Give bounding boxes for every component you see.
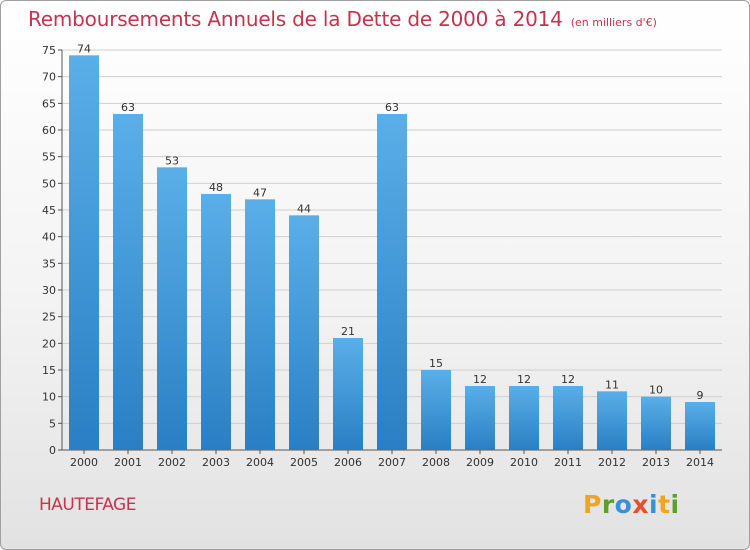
y-tick-label: 5	[49, 417, 56, 430]
data-label-2004: 47	[253, 186, 267, 199]
logo-letter: P	[583, 490, 602, 519]
x-tick-label-2005: 2005	[290, 456, 318, 469]
bar-2000	[69, 55, 99, 450]
x-tick-labels: 2000 2001 2002 2003 2004 2005 2006 2007 2008 2009…	[70, 450, 714, 469]
bar-2006	[333, 338, 363, 450]
bar-2002	[157, 167, 187, 451]
y-tick-label: 70	[42, 71, 56, 84]
y-tick-label: 60	[42, 124, 56, 137]
bar-2011	[553, 386, 583, 450]
x-tick-label-2013: 2013	[642, 456, 670, 469]
x-tick-label-2014: 2014	[686, 456, 714, 469]
y-tick-label: 20	[42, 337, 56, 350]
data-label-2011: 12	[561, 373, 575, 386]
y-tick-label: 0	[49, 444, 56, 457]
bar-2004	[245, 199, 275, 450]
bar-2014	[685, 402, 715, 450]
x-tick-label-2008: 2008	[422, 456, 450, 469]
data-label-2007: 63	[385, 101, 399, 114]
data-label-2000: 74	[77, 42, 91, 55]
y-tick-label: 35	[42, 257, 56, 270]
data-label-2008: 15	[429, 357, 443, 370]
data-label-2009: 12	[473, 373, 487, 386]
proxiti-logo: Proxiti	[583, 490, 680, 519]
y-tick-label: 50	[42, 177, 56, 190]
bar-2012	[597, 391, 627, 450]
data-label-2001: 63	[121, 101, 135, 114]
chart-title-block: Remboursements Annuels de la Dette de 20…	[28, 7, 657, 31]
y-tick-label: 65	[42, 97, 56, 110]
y-tick-label: 40	[42, 231, 56, 244]
data-labels: 74 63 53 48 47 44 21 63 15 12 12 12 11 10 9	[77, 42, 704, 402]
y-tick-label: 30	[42, 284, 56, 297]
logo-letter: t	[658, 490, 671, 519]
logo-letter: i	[649, 490, 659, 519]
logo-letter: o	[614, 490, 633, 519]
bar-2009	[465, 386, 495, 450]
data-label-2012: 11	[605, 378, 619, 391]
x-tick-label-2012: 2012	[598, 456, 626, 469]
x-tick-label-2011: 2011	[554, 456, 582, 469]
bar-2001	[113, 114, 143, 450]
bar-2003	[201, 194, 231, 450]
y-tick-label: 25	[42, 311, 56, 324]
logo-letter: r	[601, 490, 615, 519]
y-tick-label: 45	[42, 204, 56, 217]
x-tick-label-2003: 2003	[202, 456, 230, 469]
x-tick-label-2009: 2009	[466, 456, 494, 469]
logo-letter: i	[670, 490, 680, 519]
x-tick-label-2000: 2000	[70, 456, 98, 469]
bar-2008	[421, 370, 451, 450]
bar-2005	[289, 215, 319, 450]
bar-2007	[377, 114, 407, 450]
chart-subtitle: (en milliers d'€)	[570, 16, 657, 29]
commune-name: HAUTEFAGE	[39, 495, 136, 515]
y-tick-label: 75	[42, 44, 56, 57]
x-tick-label-2010: 2010	[510, 456, 538, 469]
data-label-2003: 48	[209, 181, 223, 194]
y-tick-label: 10	[42, 391, 56, 404]
data-label-2014: 9	[697, 389, 704, 402]
y-tick-label: 55	[42, 151, 56, 164]
bar-2010	[509, 386, 539, 450]
data-label-2010: 12	[517, 373, 531, 386]
y-tick-label: 15	[42, 364, 56, 377]
x-tick-label-2002: 2002	[158, 456, 186, 469]
x-tick-label-2004: 2004	[246, 456, 274, 469]
chart-title: Remboursements Annuels de la Dette de 20…	[28, 7, 563, 31]
data-label-2002: 53	[165, 154, 179, 167]
data-label-2006: 21	[341, 325, 355, 338]
data-label-2013: 10	[649, 384, 663, 397]
x-tick-label-2001: 2001	[114, 456, 142, 469]
logo-letter: x	[632, 490, 649, 519]
x-tick-label-2007: 2007	[378, 456, 406, 469]
y-tick-labels: 0 5 10 15 20 25 30 35 40 45 50 55 60 65 70 75	[42, 44, 56, 457]
bar-2013	[641, 396, 671, 450]
x-tick-label-2006: 2006	[334, 456, 362, 469]
data-label-2005: 44	[297, 202, 311, 215]
bars	[69, 55, 715, 451]
